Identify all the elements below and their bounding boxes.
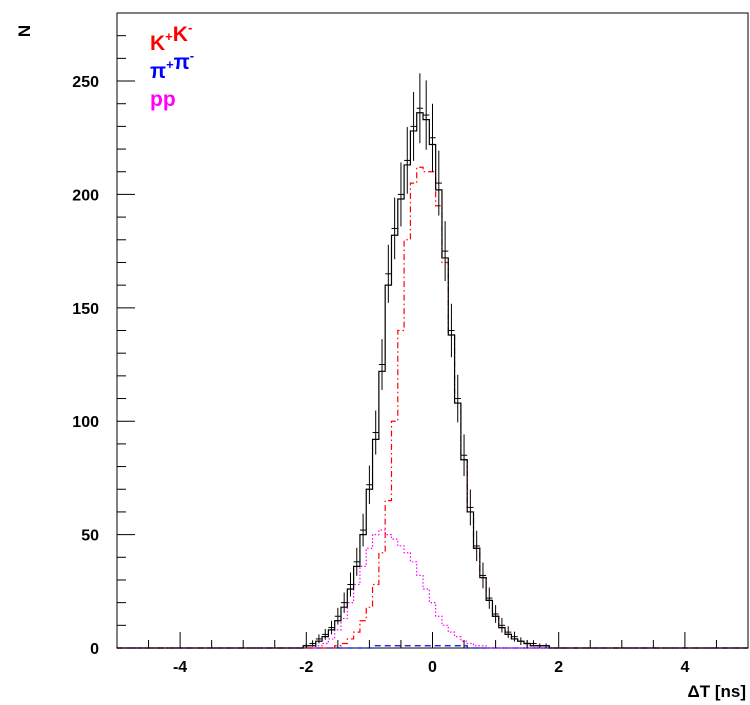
data-point [378, 339, 386, 390]
data-point [454, 374, 461, 423]
x-tick-label: -4 [173, 659, 187, 676]
data-point [435, 150, 442, 216]
data-point [511, 631, 518, 642]
legend-entry: pp [150, 88, 176, 111]
data-point [309, 640, 316, 647]
y-tick-label: 200 [72, 187, 99, 204]
data-point [536, 643, 543, 648]
data-point [542, 643, 550, 648]
data-point [366, 465, 373, 504]
data-point [479, 562, 487, 589]
data-point [460, 434, 468, 477]
legend-entry: K+K- [150, 20, 192, 55]
legend-symbol: K [150, 32, 165, 55]
data-point [441, 221, 449, 282]
x-axis-label: ΔT [ns] [688, 682, 747, 701]
legend-symbol: π [174, 51, 190, 74]
legend-superscript: + [166, 57, 174, 72]
data-point [353, 547, 360, 576]
series-sim-total [117, 112, 748, 649]
data-point [372, 410, 379, 455]
data-point [410, 91, 417, 161]
data-point [473, 530, 480, 562]
legend-symbol: π [150, 60, 166, 83]
x-tick-label: -2 [299, 659, 313, 676]
data-point [467, 489, 474, 526]
series-dotted [117, 529, 748, 649]
y-tick-label: 0 [90, 641, 99, 658]
data-point [423, 80, 430, 150]
x-tick-label: 2 [554, 659, 563, 676]
y-tick-label: 100 [72, 414, 99, 431]
data-point [391, 197, 398, 260]
data-point [416, 73, 424, 144]
data-point [328, 620, 335, 635]
y-axis-label: N [15, 25, 34, 37]
data-point [486, 587, 493, 609]
series-dash-dot [117, 166, 748, 649]
data-point [404, 127, 411, 194]
data-point [334, 607, 342, 625]
series-layer [117, 73, 748, 649]
data-point [530, 640, 537, 647]
legend-superscript: - [188, 20, 192, 35]
data-point [498, 618, 506, 633]
data-point [347, 572, 354, 597]
legend-superscript: + [165, 29, 173, 44]
y-tick-label: 50 [81, 528, 99, 545]
data-point [315, 634, 323, 644]
tick-layer: -4 -2 0 2 4 0 50 100 150 200 250 [72, 12, 749, 676]
y-tick-label: 250 [72, 74, 99, 91]
data-point [397, 162, 405, 227]
x-tick-label: 4 [680, 659, 689, 676]
x-tick-label: 0 [428, 659, 437, 676]
legend-entry: π+π- [150, 48, 194, 83]
data-point [359, 513, 367, 547]
y-tick-label: 150 [72, 301, 99, 318]
data-point [448, 303, 455, 358]
data-point [322, 628, 329, 640]
data-point [517, 637, 524, 646]
data-point [505, 626, 512, 639]
data-point [385, 244, 392, 303]
legend-superscript: - [190, 48, 194, 63]
data-point [492, 605, 499, 623]
data-point [341, 592, 348, 613]
legend-symbol: K [173, 23, 188, 46]
data-point [429, 103, 436, 172]
legend-symbol: pp [150, 88, 176, 111]
legend: K+K-π+π-pp [150, 20, 194, 111]
